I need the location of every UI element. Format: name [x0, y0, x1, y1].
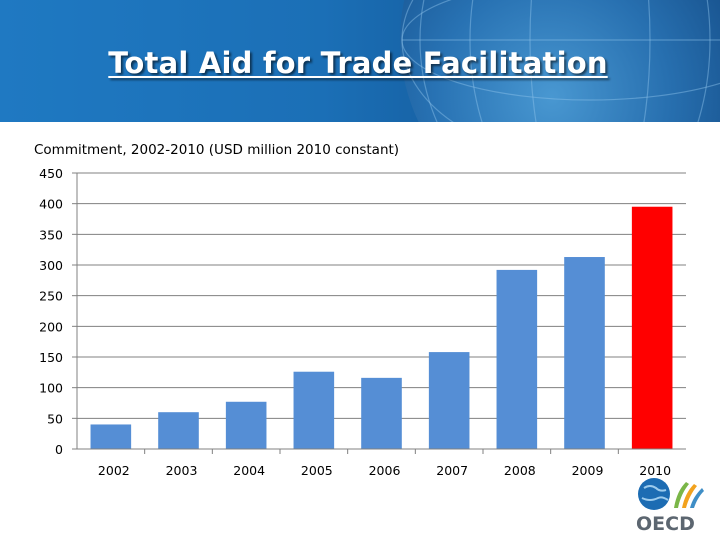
chart-subtitle: Commitment, 2002-2010 (USD million 2010 … — [34, 142, 400, 158]
bar-2003 — [158, 412, 199, 449]
bar-2006 — [361, 377, 402, 449]
y-tick-label: 350 — [39, 227, 63, 242]
y-tick-label: 0 — [55, 442, 63, 457]
x-tick-label: 2006 — [369, 463, 401, 478]
oecd-logo: OECD — [634, 474, 706, 535]
globe-gridlines — [401, 0, 720, 122]
x-tick-label: 2008 — [504, 463, 536, 478]
x-tick-label: 2004 — [233, 463, 265, 478]
y-tick-label: 400 — [39, 197, 63, 212]
y-tick-label: 450 — [39, 166, 63, 181]
page-title: Total Aid for Trade Facilitation — [108, 46, 608, 80]
x-tick-label: 2007 — [436, 463, 468, 478]
x-tick-label: 2003 — [166, 463, 198, 478]
bar-2005 — [293, 371, 335, 449]
globe-image — [400, 0, 720, 122]
y-tick-label: 50 — [47, 411, 63, 426]
x-tick-label: 2010 — [639, 463, 671, 478]
logo-leaf-icon — [674, 482, 689, 508]
y-tick-label: 150 — [39, 350, 63, 365]
x-tick-label: 2005 — [301, 463, 333, 478]
y-tick-label: 100 — [39, 381, 63, 396]
logo-text: OECD — [636, 513, 695, 534]
bar-2004 — [225, 401, 267, 449]
y-tick-label: 300 — [39, 258, 63, 273]
x-tick-label: 2009 — [572, 463, 604, 478]
logo-globe-icon — [638, 478, 670, 510]
y-tick-label: 200 — [39, 319, 63, 334]
bar-2007 — [428, 352, 470, 449]
y-tick-label: 250 — [39, 289, 63, 304]
title-banner: Total Aid for Trade Facilitation — [0, 0, 720, 122]
x-tick-label: 2002 — [98, 463, 130, 478]
bar-2002 — [90, 424, 132, 449]
bar-2009 — [564, 257, 605, 449]
bar-2008 — [496, 269, 538, 449]
bar-2010 — [631, 206, 673, 449]
